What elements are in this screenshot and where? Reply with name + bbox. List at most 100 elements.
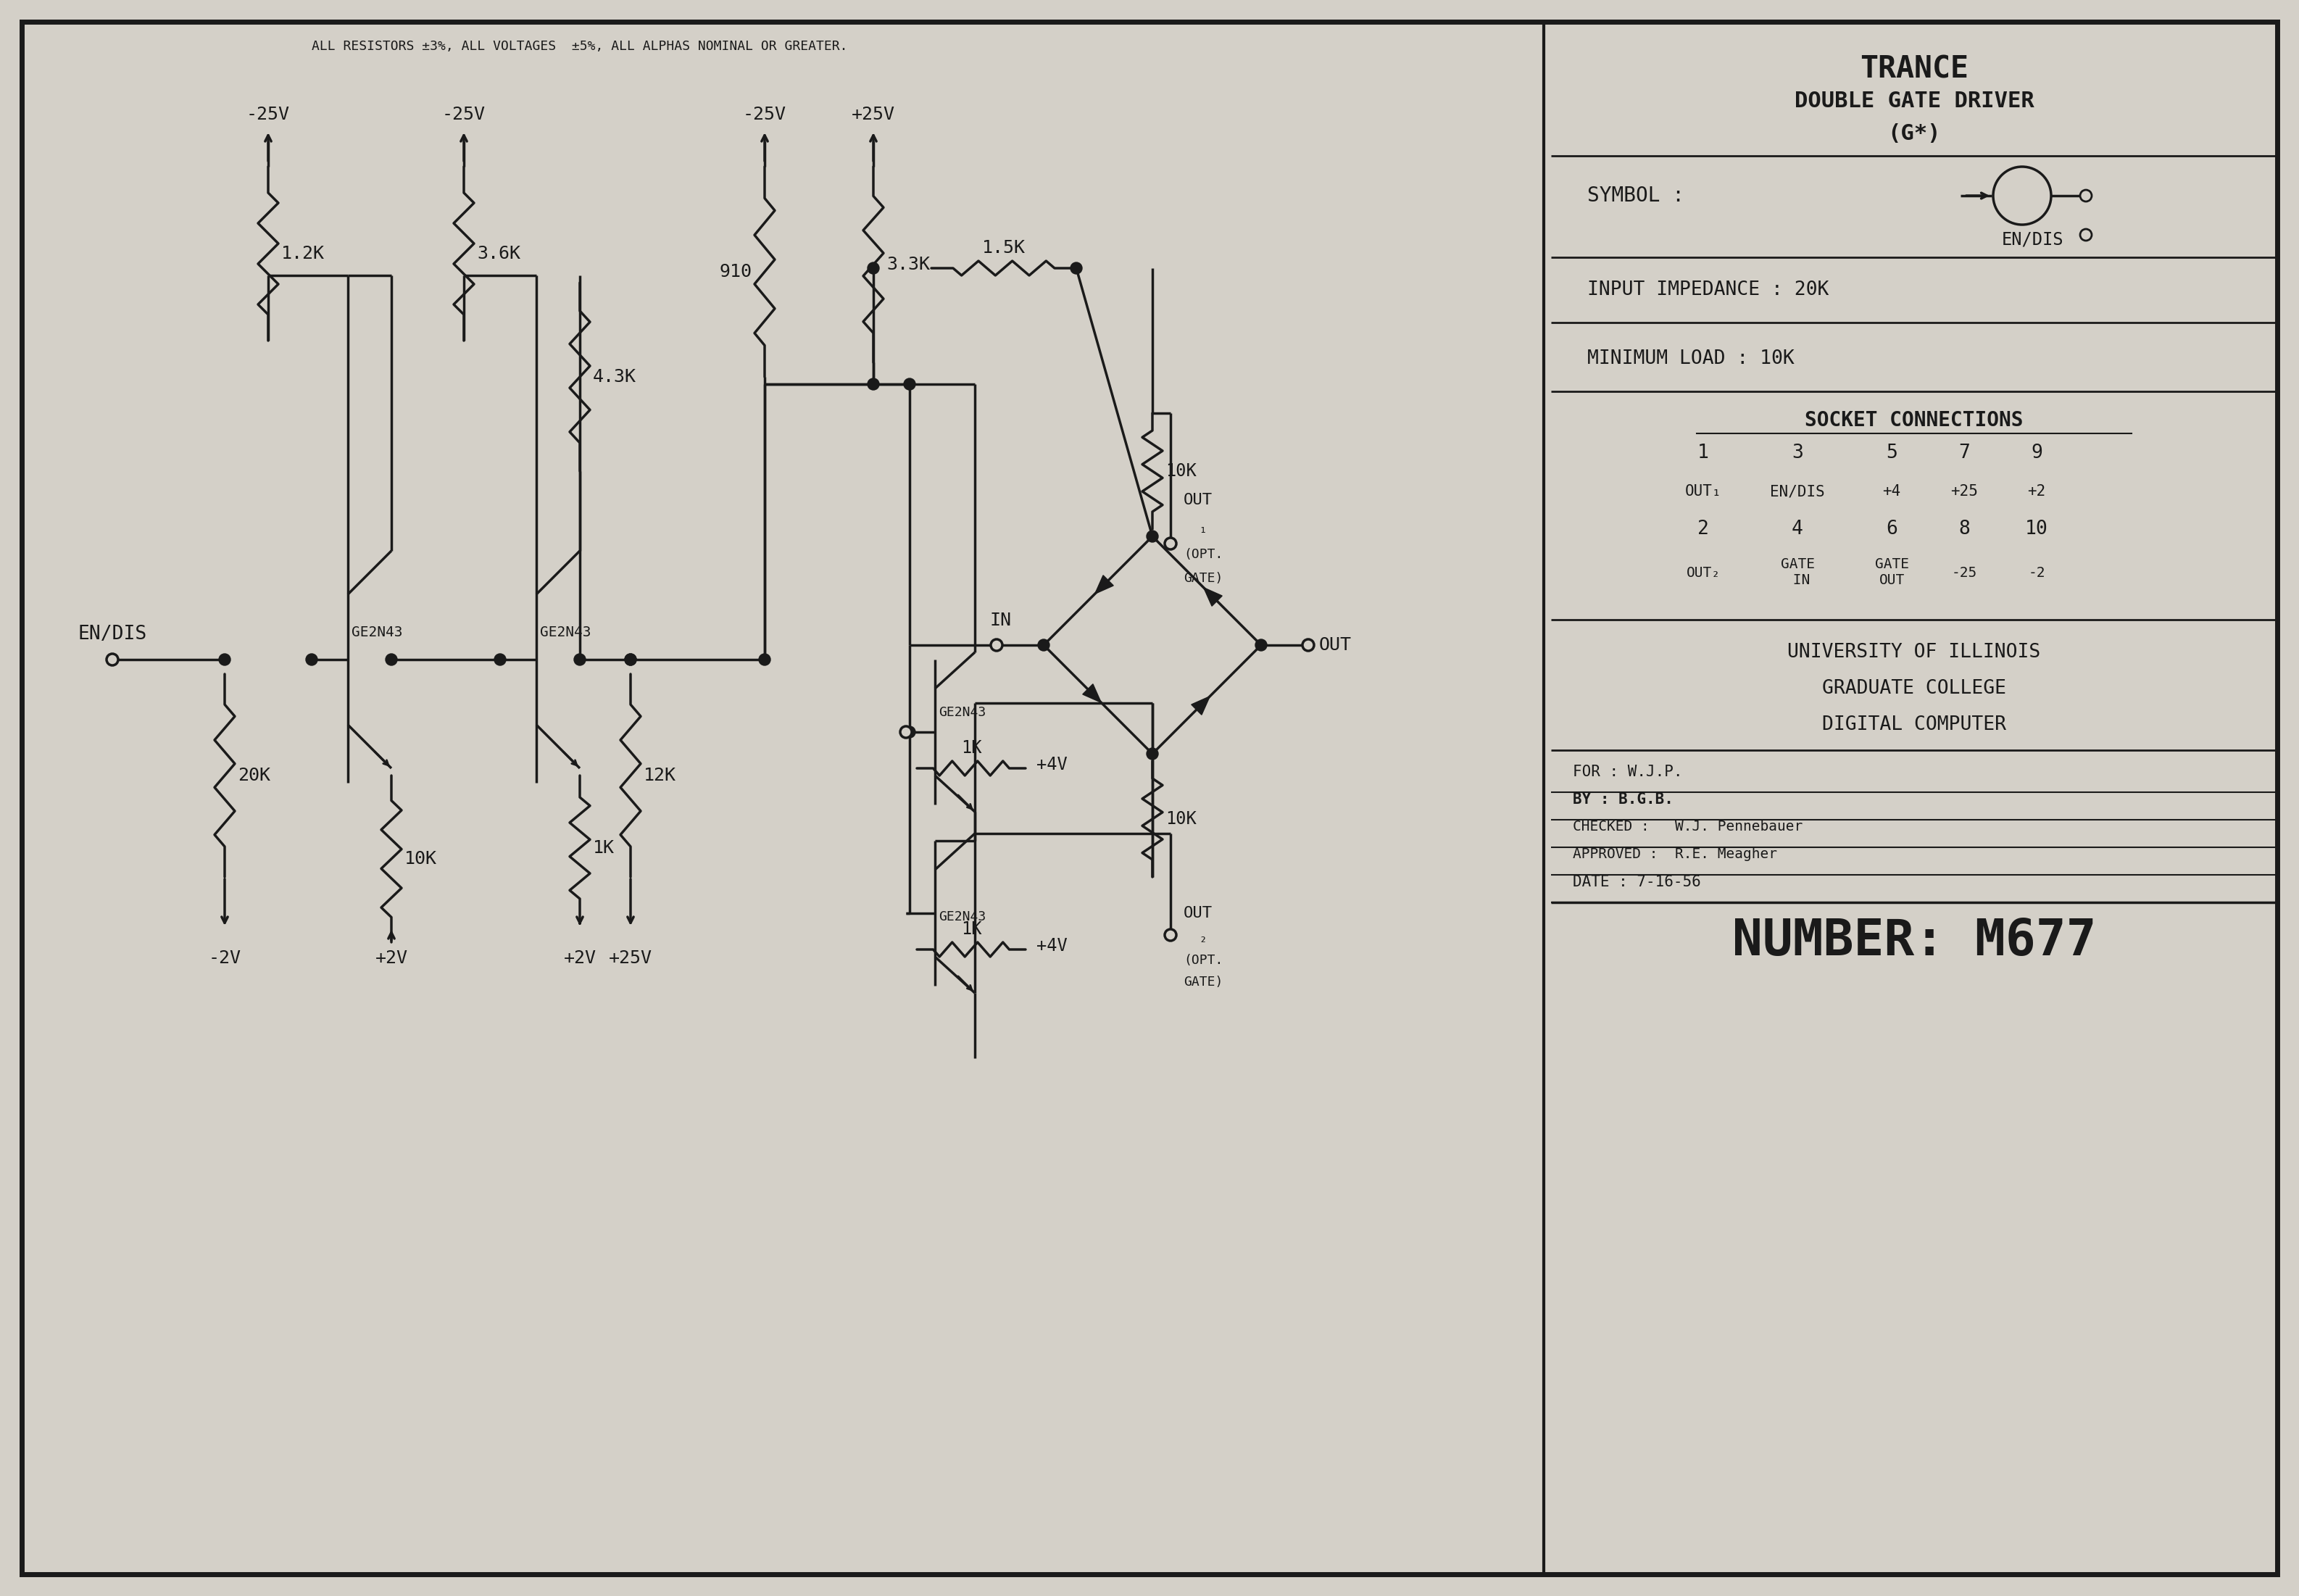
Text: INPUT IMPEDANCE : 20K: INPUT IMPEDANCE : 20K xyxy=(1586,281,1830,300)
Circle shape xyxy=(218,654,230,666)
Text: -25V: -25V xyxy=(441,105,485,123)
Text: GRADUATE COLLEGE: GRADUATE COLLEGE xyxy=(1823,680,2007,697)
Circle shape xyxy=(904,726,915,737)
Circle shape xyxy=(1166,929,1177,940)
Text: OUT: OUT xyxy=(1184,493,1212,508)
Text: 10K: 10K xyxy=(405,851,437,868)
Text: 4: 4 xyxy=(1791,520,1802,538)
Circle shape xyxy=(1147,530,1159,543)
Text: EN/DIS: EN/DIS xyxy=(78,624,147,643)
Text: OUT: OUT xyxy=(1184,907,1212,921)
Text: OUT: OUT xyxy=(1320,637,1352,654)
Circle shape xyxy=(1166,538,1177,549)
Text: +4: +4 xyxy=(1883,484,1901,498)
Text: IN: IN xyxy=(989,611,1012,629)
Polygon shape xyxy=(1205,587,1223,606)
Text: 1.2K: 1.2K xyxy=(280,244,324,262)
Text: APPROVED :  R.E. Meagher: APPROVED : R.E. Meagher xyxy=(1573,847,1777,862)
Circle shape xyxy=(1304,640,1315,651)
Text: 8: 8 xyxy=(1959,520,1970,538)
Text: +25V: +25V xyxy=(609,950,653,967)
Text: OUT₁: OUT₁ xyxy=(1685,484,1722,498)
Text: 4.3K: 4.3K xyxy=(593,369,637,386)
Circle shape xyxy=(1147,749,1159,760)
Text: 12K: 12K xyxy=(644,766,676,784)
Text: GATE): GATE) xyxy=(1184,975,1223,988)
Text: DATE : 7-16-56: DATE : 7-16-56 xyxy=(1573,875,1701,889)
Circle shape xyxy=(625,654,637,666)
Circle shape xyxy=(386,654,398,666)
Text: 1K: 1K xyxy=(961,739,982,757)
Text: EN/DIS: EN/DIS xyxy=(1770,484,1825,498)
Circle shape xyxy=(1037,640,1048,651)
Text: 5: 5 xyxy=(1885,444,1897,463)
Text: ₁: ₁ xyxy=(1184,522,1207,536)
Text: 10K: 10K xyxy=(1166,811,1195,828)
Circle shape xyxy=(867,378,878,389)
Text: (OPT.: (OPT. xyxy=(1184,954,1223,967)
Text: 3.6K: 3.6K xyxy=(476,244,520,262)
Text: 910: 910 xyxy=(720,263,752,281)
Text: +25V: +25V xyxy=(851,105,894,123)
Text: OUT₂: OUT₂ xyxy=(1685,565,1720,579)
Text: -25V: -25V xyxy=(246,105,290,123)
Circle shape xyxy=(1993,166,2051,225)
Text: +2V: +2V xyxy=(563,950,595,967)
Text: (G*): (G*) xyxy=(1887,123,1940,144)
Circle shape xyxy=(106,654,117,666)
Circle shape xyxy=(2081,190,2092,201)
Text: DIGITAL COMPUTER: DIGITAL COMPUTER xyxy=(1823,715,2007,734)
Text: -25V: -25V xyxy=(743,105,786,123)
Text: -2V: -2V xyxy=(209,950,241,967)
Circle shape xyxy=(1255,640,1267,651)
Text: GE2N43: GE2N43 xyxy=(540,626,591,640)
Text: TRANCE: TRANCE xyxy=(1860,54,1968,85)
Circle shape xyxy=(2081,230,2092,241)
Circle shape xyxy=(306,654,317,666)
Text: GE2N43: GE2N43 xyxy=(938,910,986,924)
Polygon shape xyxy=(1094,575,1113,594)
Text: CHECKED :   W.J. Pennebauer: CHECKED : W.J. Pennebauer xyxy=(1573,820,1802,833)
Circle shape xyxy=(494,654,506,666)
Text: -2: -2 xyxy=(2028,565,2046,579)
Text: DOUBLE GATE DRIVER: DOUBLE GATE DRIVER xyxy=(1793,91,2035,112)
Text: 3: 3 xyxy=(1791,444,1802,463)
Text: GE2N43: GE2N43 xyxy=(938,705,986,718)
Text: GE2N43: GE2N43 xyxy=(352,626,402,640)
Circle shape xyxy=(575,654,586,666)
Text: (OPT.: (OPT. xyxy=(1184,547,1223,560)
Text: NUMBER: M677: NUMBER: M677 xyxy=(1731,916,2097,966)
Text: +2: +2 xyxy=(2028,484,2046,498)
Text: 2: 2 xyxy=(1697,520,1708,538)
Text: G: G xyxy=(2016,185,2028,206)
Text: GATE): GATE) xyxy=(1184,571,1223,584)
Text: BY : B.G.B.: BY : B.G.B. xyxy=(1573,792,1674,806)
Circle shape xyxy=(625,654,637,666)
Text: MINIMUM LOAD : 10K: MINIMUM LOAD : 10K xyxy=(1586,350,1796,369)
Text: 1K: 1K xyxy=(593,839,614,857)
Text: 7: 7 xyxy=(1959,444,1970,463)
Circle shape xyxy=(867,262,878,275)
Text: 10K: 10K xyxy=(1166,463,1195,480)
Circle shape xyxy=(904,378,915,389)
Polygon shape xyxy=(1191,696,1209,715)
Text: 9: 9 xyxy=(2030,444,2042,463)
Circle shape xyxy=(901,726,913,737)
Text: SYMBOL :: SYMBOL : xyxy=(1586,185,1685,206)
Circle shape xyxy=(991,640,1002,651)
Text: ₂: ₂ xyxy=(1184,932,1207,945)
Text: 1: 1 xyxy=(1697,444,1708,463)
Text: -25: -25 xyxy=(1952,565,1977,579)
Text: +25: +25 xyxy=(1950,484,1977,498)
Text: 20K: 20K xyxy=(237,766,271,784)
Text: FOR : W.J.P.: FOR : W.J.P. xyxy=(1573,764,1683,779)
Text: 1.5K: 1.5K xyxy=(982,239,1025,257)
Text: GATE
OUT: GATE OUT xyxy=(1874,557,1908,587)
Text: +4V: +4V xyxy=(1037,757,1067,774)
Text: UNIVERSITY OF ILLINOIS: UNIVERSITY OF ILLINOIS xyxy=(1789,643,2042,662)
Text: 6: 6 xyxy=(1885,520,1897,538)
Circle shape xyxy=(759,654,770,666)
Text: 3.3K: 3.3K xyxy=(887,255,929,273)
Polygon shape xyxy=(1083,685,1101,702)
Text: ALL RESISTORS ±3%, ALL VOLTAGES  ±5%, ALL ALPHAS NOMINAL OR GREATER.: ALL RESISTORS ±3%, ALL VOLTAGES ±5%, ALL… xyxy=(313,40,848,53)
